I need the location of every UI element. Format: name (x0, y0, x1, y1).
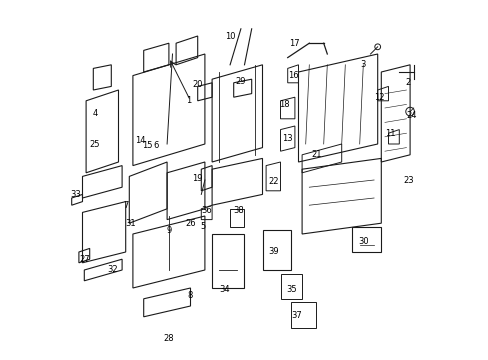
Text: 23: 23 (402, 176, 413, 185)
Text: 1: 1 (186, 96, 191, 105)
Text: 28: 28 (163, 334, 174, 343)
Text: 24: 24 (406, 111, 416, 120)
Text: 16: 16 (287, 71, 298, 80)
Text: 18: 18 (278, 100, 289, 109)
Text: 27: 27 (79, 255, 89, 264)
Text: 22: 22 (267, 177, 278, 186)
Text: 12: 12 (373, 93, 384, 102)
Text: 21: 21 (311, 150, 321, 159)
Text: 7: 7 (123, 201, 128, 210)
Text: 36: 36 (201, 206, 212, 215)
Text: 19: 19 (192, 174, 203, 183)
Text: 32: 32 (107, 266, 118, 275)
Text: 26: 26 (185, 219, 195, 228)
Text: 39: 39 (267, 248, 278, 256)
Text: 3: 3 (360, 60, 365, 69)
Text: 14: 14 (135, 136, 145, 145)
Text: 34: 34 (219, 285, 229, 294)
Text: 4: 4 (92, 109, 98, 118)
Text: 25: 25 (90, 140, 100, 149)
Text: 33: 33 (70, 190, 81, 199)
Text: 17: 17 (289, 39, 300, 48)
Text: 9: 9 (166, 226, 171, 235)
Text: 35: 35 (285, 285, 296, 294)
Text: 37: 37 (291, 310, 302, 320)
Text: 20: 20 (192, 80, 203, 89)
Text: 8: 8 (187, 291, 193, 300)
Text: 2: 2 (405, 78, 410, 87)
Text: 10: 10 (224, 32, 235, 41)
Text: 6: 6 (153, 141, 159, 150)
Text: 11: 11 (384, 129, 395, 138)
Text: 38: 38 (233, 206, 244, 215)
Text: 13: 13 (282, 134, 292, 143)
Text: 29: 29 (235, 77, 245, 86)
Text: 31: 31 (125, 219, 136, 228)
Text: 5: 5 (200, 222, 205, 231)
Text: 15: 15 (142, 141, 152, 150)
Text: 30: 30 (357, 237, 368, 246)
